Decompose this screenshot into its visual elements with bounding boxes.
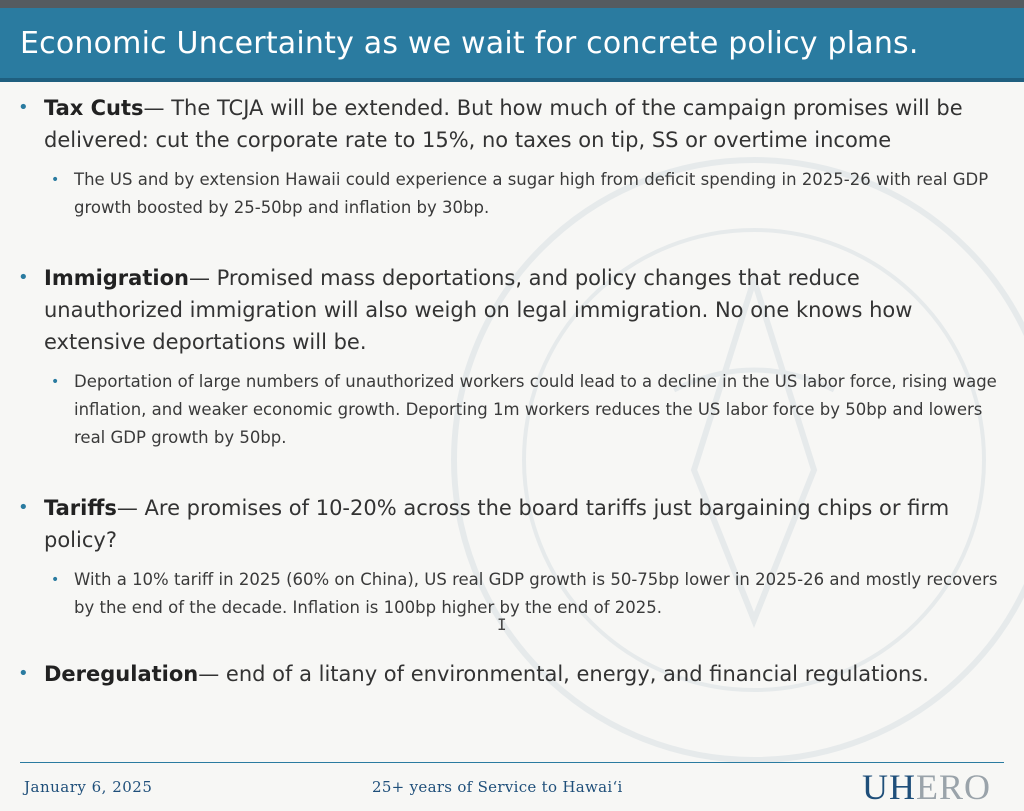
sub-bullet: Deportation of large numbers of unauthor… [0, 368, 1000, 452]
bullet-tax-cuts: Tax Cuts— The TCJA will be extended. But… [18, 92, 1018, 222]
bullet-main: Deregulation— end of a litany of environ… [18, 658, 978, 690]
text-cursor-icon: I [497, 615, 507, 634]
bullet-heading: Deregulation [44, 662, 199, 686]
title-band: Economic Uncertainty as we wait for conc… [0, 8, 1024, 82]
bullet-deregulation: Deregulation— end of a litany of environ… [18, 658, 978, 690]
bullet-immigration: Immigration— Promised mass deportations,… [18, 262, 1018, 452]
bullet-heading: Tariffs [44, 496, 117, 520]
window-top-strip [0, 0, 1024, 8]
bullet-text: — end of a litany of environmental, ener… [198, 662, 929, 686]
bullet-text: — Promised mass deportations, and policy… [44, 266, 913, 354]
bullet-main: Tariffs— Are promises of 10-20% across t… [18, 492, 978, 556]
sub-bullet-text: Deportation of large numbers of unauthor… [74, 372, 997, 447]
sub-bullet: The US and by extension Hawaii could exp… [0, 166, 1000, 222]
bullet-heading: Immigration [44, 266, 189, 290]
footer-divider [20, 762, 1004, 763]
logo-primary: UH [862, 767, 916, 807]
bullet-heading: Tax Cuts [44, 96, 144, 120]
sub-bullet-text: The US and by extension Hawaii could exp… [74, 170, 989, 217]
bullet-tariffs: Tariffs— Are promises of 10-20% across t… [18, 492, 1018, 622]
uhero-logo: UHERO [862, 766, 991, 808]
logo-secondary: ERO [916, 767, 991, 807]
sub-bullet: With a 10% tariff in 2025 (60% on China)… [0, 566, 1000, 622]
footer-tagline: 25+ years of Service to Hawai‘i [372, 778, 623, 796]
slide-title: Economic Uncertainty as we wait for conc… [20, 26, 919, 61]
bullet-main: Tax Cuts— The TCJA will be extended. But… [18, 92, 978, 156]
footer-date: January 6, 2025 [24, 778, 153, 796]
bullet-main: Immigration— Promised mass deportations,… [18, 262, 978, 358]
bullet-text: — Are promises of 10-20% across the boar… [44, 496, 950, 552]
sub-bullet-text: With a 10% tariff in 2025 (60% on China)… [74, 570, 998, 617]
bullet-text: — The TCJA will be extended. But how muc… [44, 96, 963, 152]
